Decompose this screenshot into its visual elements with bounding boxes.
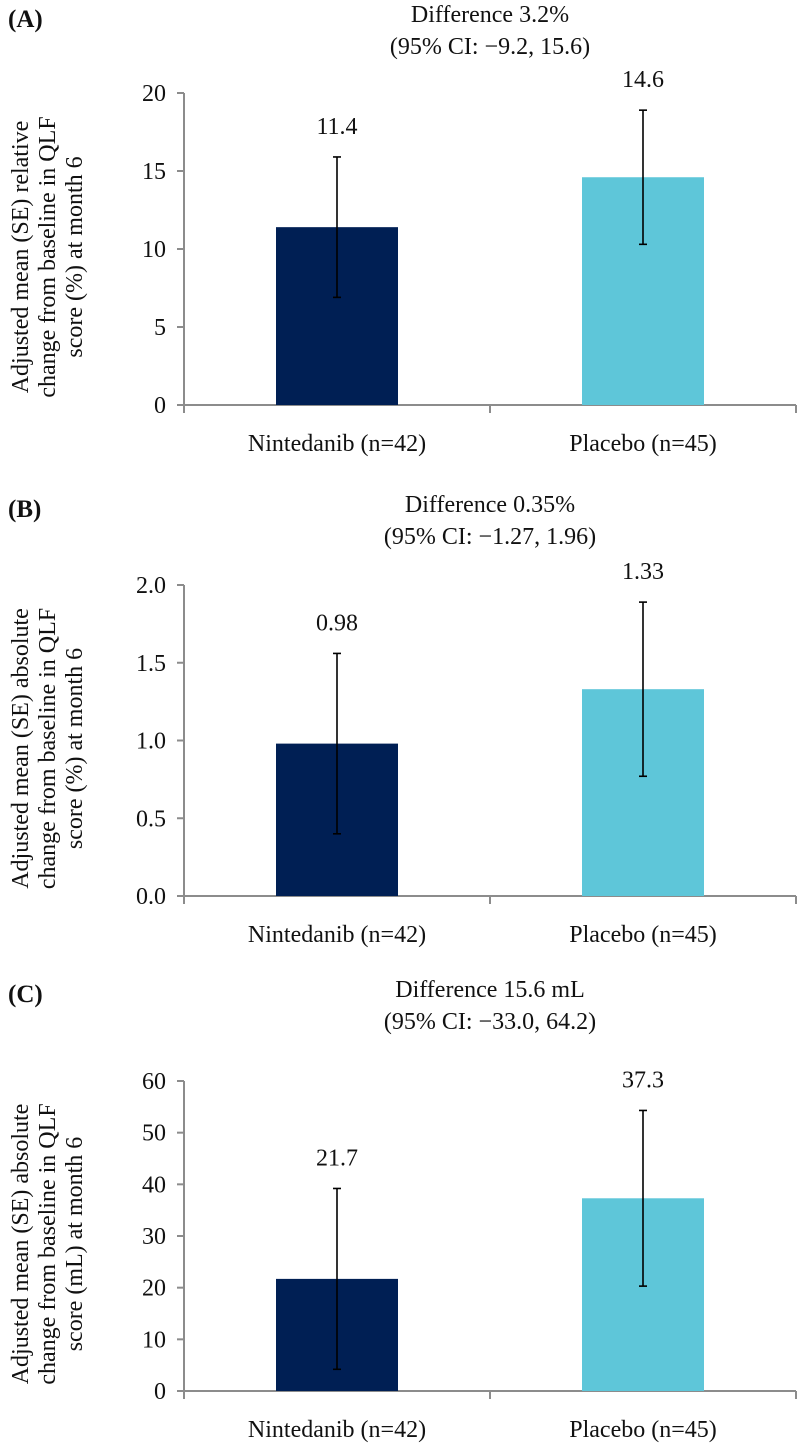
data-label: 21.7	[316, 1145, 358, 1171]
y-axis-label-line: Adjusted mean (SE) absolute	[8, 1104, 34, 1385]
y-tick-label: 1.0	[136, 729, 166, 755]
error-bar	[333, 156, 341, 299]
x-category-label: Nintedanib (n=42)	[248, 431, 426, 457]
chart-title-line: Difference 0.35%	[405, 492, 575, 518]
y-tick-label: 20	[142, 1276, 166, 1302]
error-bar	[639, 1109, 647, 1287]
y-tick-label: 5	[154, 315, 166, 341]
y-tick-label: 15	[142, 159, 166, 185]
y-tick-label: 0	[154, 393, 166, 419]
y-axis-label-line: change from baseline in QLF	[35, 1103, 61, 1384]
y-tick-label: 1.5	[136, 651, 166, 677]
y-tick-label: 10	[142, 1327, 166, 1353]
y-tick-label: 40	[142, 1172, 166, 1198]
x-category-label: Placebo (n=45)	[569, 1417, 717, 1443]
data-label: 0.98	[316, 610, 358, 636]
error-bar	[333, 1187, 341, 1371]
chart-title-line: (95% CI: −1.27, 1.96)	[384, 524, 596, 550]
y-axis-label-line: score (%) at month 6	[62, 648, 88, 849]
panel-label: (A)	[8, 6, 43, 33]
chart-title-line: (95% CI: −9.2, 15.6)	[390, 34, 590, 60]
y-tick-label: 20	[142, 81, 166, 107]
y-axis-label-line: change from baseline in QLF	[35, 116, 61, 397]
data-label: 1.33	[622, 559, 664, 585]
chart-panel-c: (C) Difference 15.6 mL (95% CI: −33.0, 64.…	[8, 977, 797, 1443]
chart-panel-b: (B) Difference 0.35% (95% CI: −1.27, 1.96)…	[8, 492, 797, 948]
y-axis-label-line: Adjusted mean (SE) relative	[8, 121, 34, 394]
x-category-label: Nintedanib (n=42)	[248, 1417, 426, 1443]
y-tick-label: 2.0	[136, 573, 166, 599]
error-bar	[639, 109, 647, 246]
data-label: 11.4	[316, 114, 357, 140]
y-axis-label: Adjusted mean (SE) absolute change from b…	[8, 1103, 88, 1384]
panel-label: (B)	[8, 496, 41, 523]
y-axis-label: Adjusted mean (SE) absolute change from b…	[8, 608, 88, 889]
chart-title-line: (95% CI: −33.0, 64.2)	[384, 1009, 596, 1035]
chart-panel-a: (A) Difference 3.2% (95% CI: −9.2, 15.6) Ad…	[8, 2, 797, 457]
y-tick-label: 10	[142, 237, 166, 263]
y-tick-label: 0.0	[136, 884, 166, 910]
x-category-label: Placebo (n=45)	[569, 431, 717, 457]
y-tick-label: 0	[154, 1379, 166, 1405]
y-axis-label-line: score (%) at month 6	[62, 156, 88, 357]
panel-label: (C)	[8, 981, 43, 1008]
error-bar	[639, 601, 647, 778]
x-category-label: Nintedanib (n=42)	[248, 922, 426, 948]
y-tick-label: 50	[142, 1121, 166, 1147]
chart-title-line: Difference 15.6 mL	[395, 977, 584, 1003]
chart-title-line: Difference 3.2%	[411, 2, 569, 28]
x-category-label: Placebo (n=45)	[569, 922, 717, 948]
y-tick-label: 60	[142, 1069, 166, 1095]
data-label: 37.3	[622, 1067, 664, 1093]
y-tick-label: 30	[142, 1224, 166, 1250]
y-axis-label-line: change from baseline in QLF	[35, 608, 61, 889]
data-label: 14.6	[622, 67, 664, 93]
y-tick-label: 0.5	[136, 806, 166, 832]
y-axis-label-line: Adjusted mean (SE) absolute	[8, 608, 34, 889]
y-axis-label: Adjusted mean (SE) relative change from b…	[8, 116, 88, 397]
error-bar	[333, 652, 341, 835]
y-axis-label-line: score (mL) at month 6	[62, 1137, 88, 1352]
